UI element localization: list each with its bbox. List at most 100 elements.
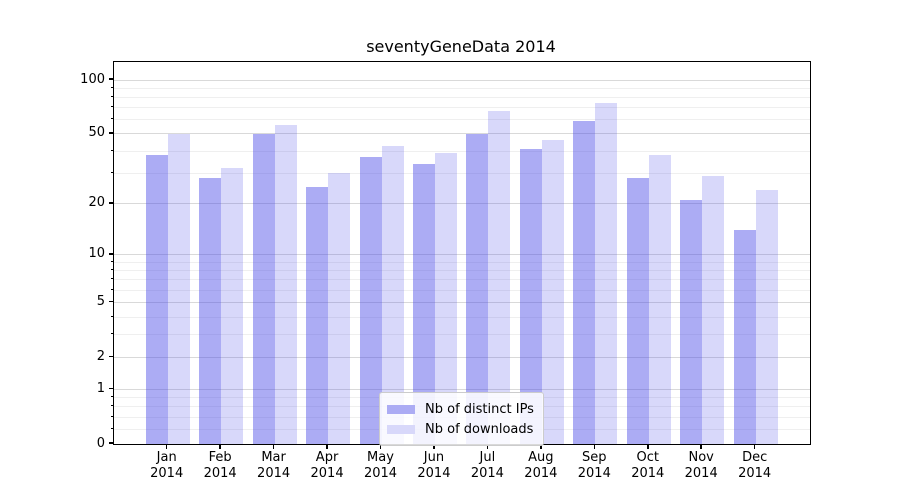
y-tick-mark (108, 442, 113, 444)
y-minor-tick-mark (110, 260, 113, 262)
gridline-major (114, 79, 810, 81)
legend-swatch-downloads (387, 424, 415, 434)
x-tick-label-nov: Nov 2014 (684, 450, 718, 481)
x-tick-mark (326, 444, 328, 449)
x-tick-mark (433, 444, 435, 449)
x-tick-label-jun: Jun 2014 (417, 450, 451, 481)
bar-downloads-sep (595, 103, 618, 444)
legend-label-distinct-ips: Nb of distinct IPs (425, 401, 534, 417)
bar-distinct-ips-nov (680, 200, 703, 444)
gridline-major (114, 203, 810, 205)
bar-distinct-ips-aug (519, 149, 542, 444)
bar-downloads-feb (221, 168, 244, 444)
y-minor-tick-mark (110, 86, 113, 88)
x-tick-mark (165, 444, 168, 449)
y-minor-tick-mark (110, 315, 113, 317)
bar-distinct-ips-jul (466, 133, 489, 444)
x-tick-label-dec: Dec 2014 (738, 450, 772, 481)
x-tick-mark (753, 444, 756, 449)
x-tick-mark (486, 444, 489, 449)
bar-distinct-ips-feb (199, 178, 222, 444)
gridline-minor (114, 172, 810, 174)
x-tick-mark (593, 444, 596, 449)
y-tick-label: 5 (96, 294, 105, 310)
y-minor-tick-mark (110, 396, 113, 398)
x-tick-mark (219, 444, 221, 449)
gridline-major (114, 356, 810, 358)
y-tick-mark (108, 132, 113, 134)
y-tick-mark (108, 300, 113, 303)
bar-downloads-apr (328, 173, 351, 444)
y-tick-mark (108, 355, 113, 358)
gridline-minor (114, 279, 810, 281)
bar-downloads-jan (167, 133, 190, 444)
y-minor-tick-mark (110, 405, 113, 407)
x-tick-mark (700, 444, 702, 449)
legend-label-downloads: Nb of downloads (425, 421, 534, 437)
chart-title: seventyGeneData 2014 (366, 37, 556, 56)
y-minor-tick-mark (110, 149, 113, 151)
y-minor-tick-mark (110, 95, 113, 97)
y-tick-mark (108, 202, 113, 204)
gridline-minor (114, 107, 810, 109)
bar-distinct-ips-jan (145, 155, 168, 444)
bar-downloads-oct (648, 155, 671, 444)
y-tick-label: 20 (88, 195, 105, 211)
x-tick-mark (272, 444, 275, 449)
plot-area: Nb of distinct IPs Nb of downloads (113, 61, 811, 446)
gridline-minor (114, 334, 810, 336)
x-tick-label-aug: Aug 2014 (524, 450, 558, 481)
y-minor-tick-mark (110, 415, 113, 417)
gridline-minor (114, 316, 810, 318)
gridline-minor (114, 96, 810, 98)
y-tick-mark (108, 78, 113, 80)
gridline-minor (114, 261, 810, 263)
legend-item-distinct-ips: Nb of distinct IPs (387, 399, 534, 419)
x-tick-label-apr: Apr 2014 (310, 450, 344, 481)
bar-downloads-dec (755, 190, 778, 444)
gridline-minor (114, 150, 810, 152)
bar-distinct-ips-jun (412, 163, 435, 444)
y-minor-tick-mark (110, 269, 113, 271)
bar-distinct-ips-mar (252, 133, 275, 444)
x-tick-label-feb: Feb 2014 (203, 450, 237, 481)
y-minor-tick-mark (110, 171, 113, 173)
y-tick-label: 10 (88, 246, 105, 262)
bar-downloads-jun (434, 153, 457, 444)
gridline-minor (114, 290, 810, 292)
bar-distinct-ips-oct (626, 178, 649, 444)
bar-distinct-ips-sep (573, 121, 596, 444)
bar-distinct-ips-dec (733, 230, 756, 444)
y-tick-mark (108, 253, 113, 255)
bar-downloads-aug (541, 140, 564, 444)
y-minor-tick-mark (110, 333, 113, 335)
legend-swatch-distinct-ips (387, 404, 415, 414)
legend: Nb of distinct IPs Nb of downloads (379, 392, 544, 446)
gridline-major (114, 302, 810, 304)
x-tick-label-jul: Jul 2014 (470, 450, 504, 481)
x-tick-mark (379, 444, 382, 449)
gridline-major (114, 388, 810, 390)
y-minor-tick-mark (110, 118, 113, 120)
y-tick-label: 1 (96, 380, 105, 396)
bar-downloads-may (381, 145, 404, 444)
bar-downloads-mar (274, 125, 297, 444)
y-tick-label: 100 (80, 71, 105, 87)
bar-downloads-nov (702, 175, 725, 444)
x-tick-mark (647, 444, 649, 449)
y-minor-tick-mark (110, 106, 113, 108)
bar-distinct-ips-may (359, 157, 382, 444)
x-tick-label-mar: Mar 2014 (257, 450, 291, 481)
y-minor-tick-mark (110, 428, 113, 430)
x-tick-label-oct: Oct 2014 (631, 450, 665, 481)
y-minor-tick-mark (110, 289, 113, 291)
gridline-minor (114, 87, 810, 89)
gridline-minor (114, 270, 810, 272)
x-tick-mark (540, 444, 542, 449)
x-tick-label-sep: Sep 2014 (577, 450, 611, 481)
gridline-major (114, 133, 810, 135)
x-tick-label-jan: Jan 2014 (150, 450, 184, 481)
y-minor-tick-mark (110, 278, 113, 280)
x-tick-label-may: May 2014 (363, 450, 398, 481)
